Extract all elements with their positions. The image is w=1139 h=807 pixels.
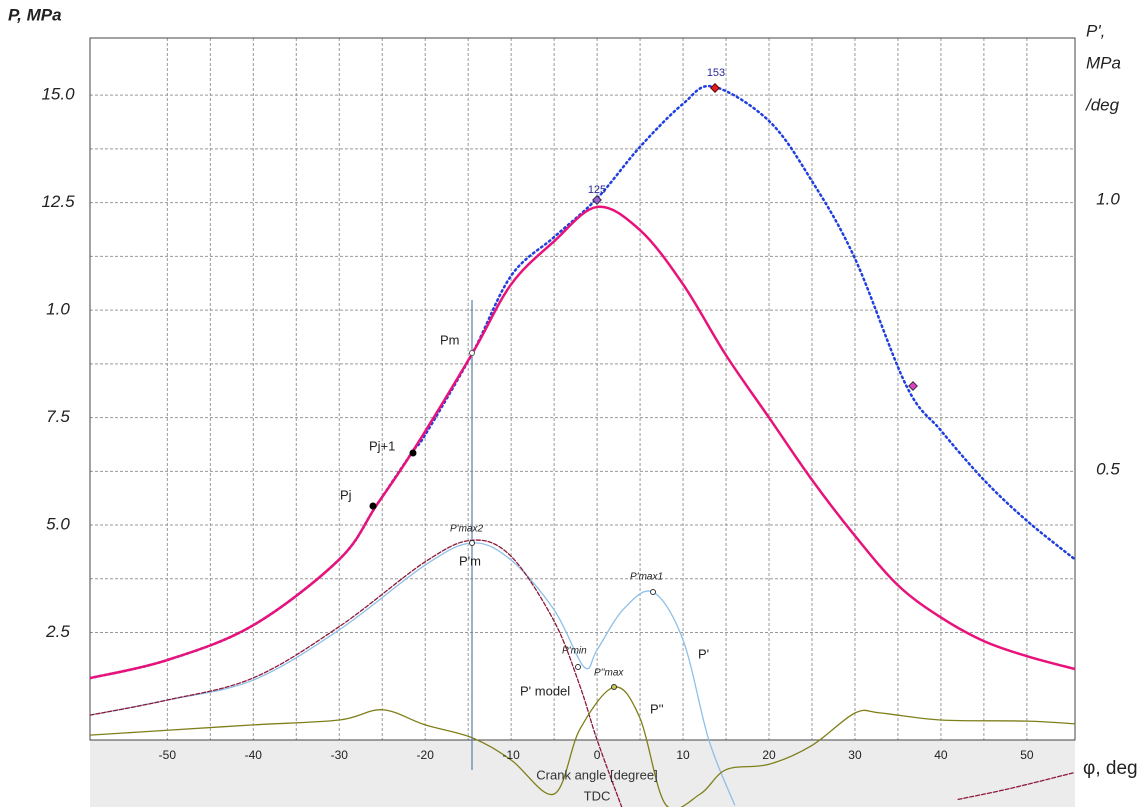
y-tick-label: 1.0 xyxy=(46,300,70,319)
series-line xyxy=(90,539,623,807)
x-tick-label: 50 xyxy=(1020,748,1034,762)
annotation: P'max1 xyxy=(630,572,663,583)
x-tick-label: -20 xyxy=(417,748,435,762)
x-tick-label: -40 xyxy=(245,748,263,762)
y2-axis-title: MPa xyxy=(1086,53,1121,72)
annotation: P'min xyxy=(562,646,587,657)
labels: P, MPa P', MPa /deg φ, deg Crank angle [… xyxy=(8,5,1138,803)
y-tick-label: 15.0 xyxy=(41,85,75,104)
y-tick-label: 7.5 xyxy=(46,407,70,426)
series-line xyxy=(957,771,1075,801)
marker xyxy=(908,381,918,391)
marker xyxy=(575,664,581,670)
marker xyxy=(592,195,602,205)
x-tick-label: 10 xyxy=(676,748,690,762)
annotation: P''max xyxy=(594,668,624,679)
x-tick-label: -50 xyxy=(159,748,177,762)
annotation: P'max2 xyxy=(450,524,483,535)
marker xyxy=(369,502,377,510)
x-tick-label: 20 xyxy=(762,748,776,762)
series-line xyxy=(90,84,1075,680)
y-axis-title: P, MPa xyxy=(8,5,62,24)
grid xyxy=(90,38,1075,740)
x-tick-label: 0 xyxy=(594,748,601,762)
annotation: Pm xyxy=(440,332,460,347)
y2-axis-title: P', xyxy=(1086,21,1105,40)
marker xyxy=(650,589,656,595)
y-tick-label: 2.5 xyxy=(45,622,70,641)
y-tick-label: 5.0 xyxy=(46,515,70,534)
marker xyxy=(611,684,617,690)
marker xyxy=(469,350,475,356)
y2-tick-label: 1.0 xyxy=(1096,189,1120,208)
annotation: P' model xyxy=(520,683,570,698)
y-tick-label: 12.5 xyxy=(41,192,75,211)
marker xyxy=(409,449,417,457)
annotation: 125 xyxy=(588,184,606,196)
annotation: Pj xyxy=(340,487,352,502)
y2-axis-title: /deg xyxy=(1085,95,1120,114)
x-axis-label: Crank angle [degree] xyxy=(536,767,657,782)
series-line xyxy=(90,542,736,806)
annotation: P'' xyxy=(650,701,664,716)
annotation: 153 xyxy=(707,67,725,79)
plot-frame xyxy=(89,37,1076,741)
tdc-label: TDC xyxy=(584,788,611,803)
annotation: Pj+1 xyxy=(369,438,395,453)
x-tick-label: -30 xyxy=(331,748,349,762)
x-axis-band xyxy=(90,740,1075,807)
marker xyxy=(469,540,475,546)
markers xyxy=(369,83,918,690)
annotation: P'm xyxy=(459,553,481,568)
x-tick-label: 40 xyxy=(934,748,948,762)
series-line xyxy=(90,686,1075,807)
annotation: P' xyxy=(698,646,709,661)
x-axis-title: φ, deg xyxy=(1083,758,1138,779)
series-line xyxy=(90,205,1075,680)
x-tick-label: -10 xyxy=(502,748,520,762)
x-tick-label: 30 xyxy=(848,748,862,762)
y2-tick-label: 0.5 xyxy=(1096,459,1120,478)
marker xyxy=(710,83,720,93)
curves xyxy=(90,84,1075,807)
